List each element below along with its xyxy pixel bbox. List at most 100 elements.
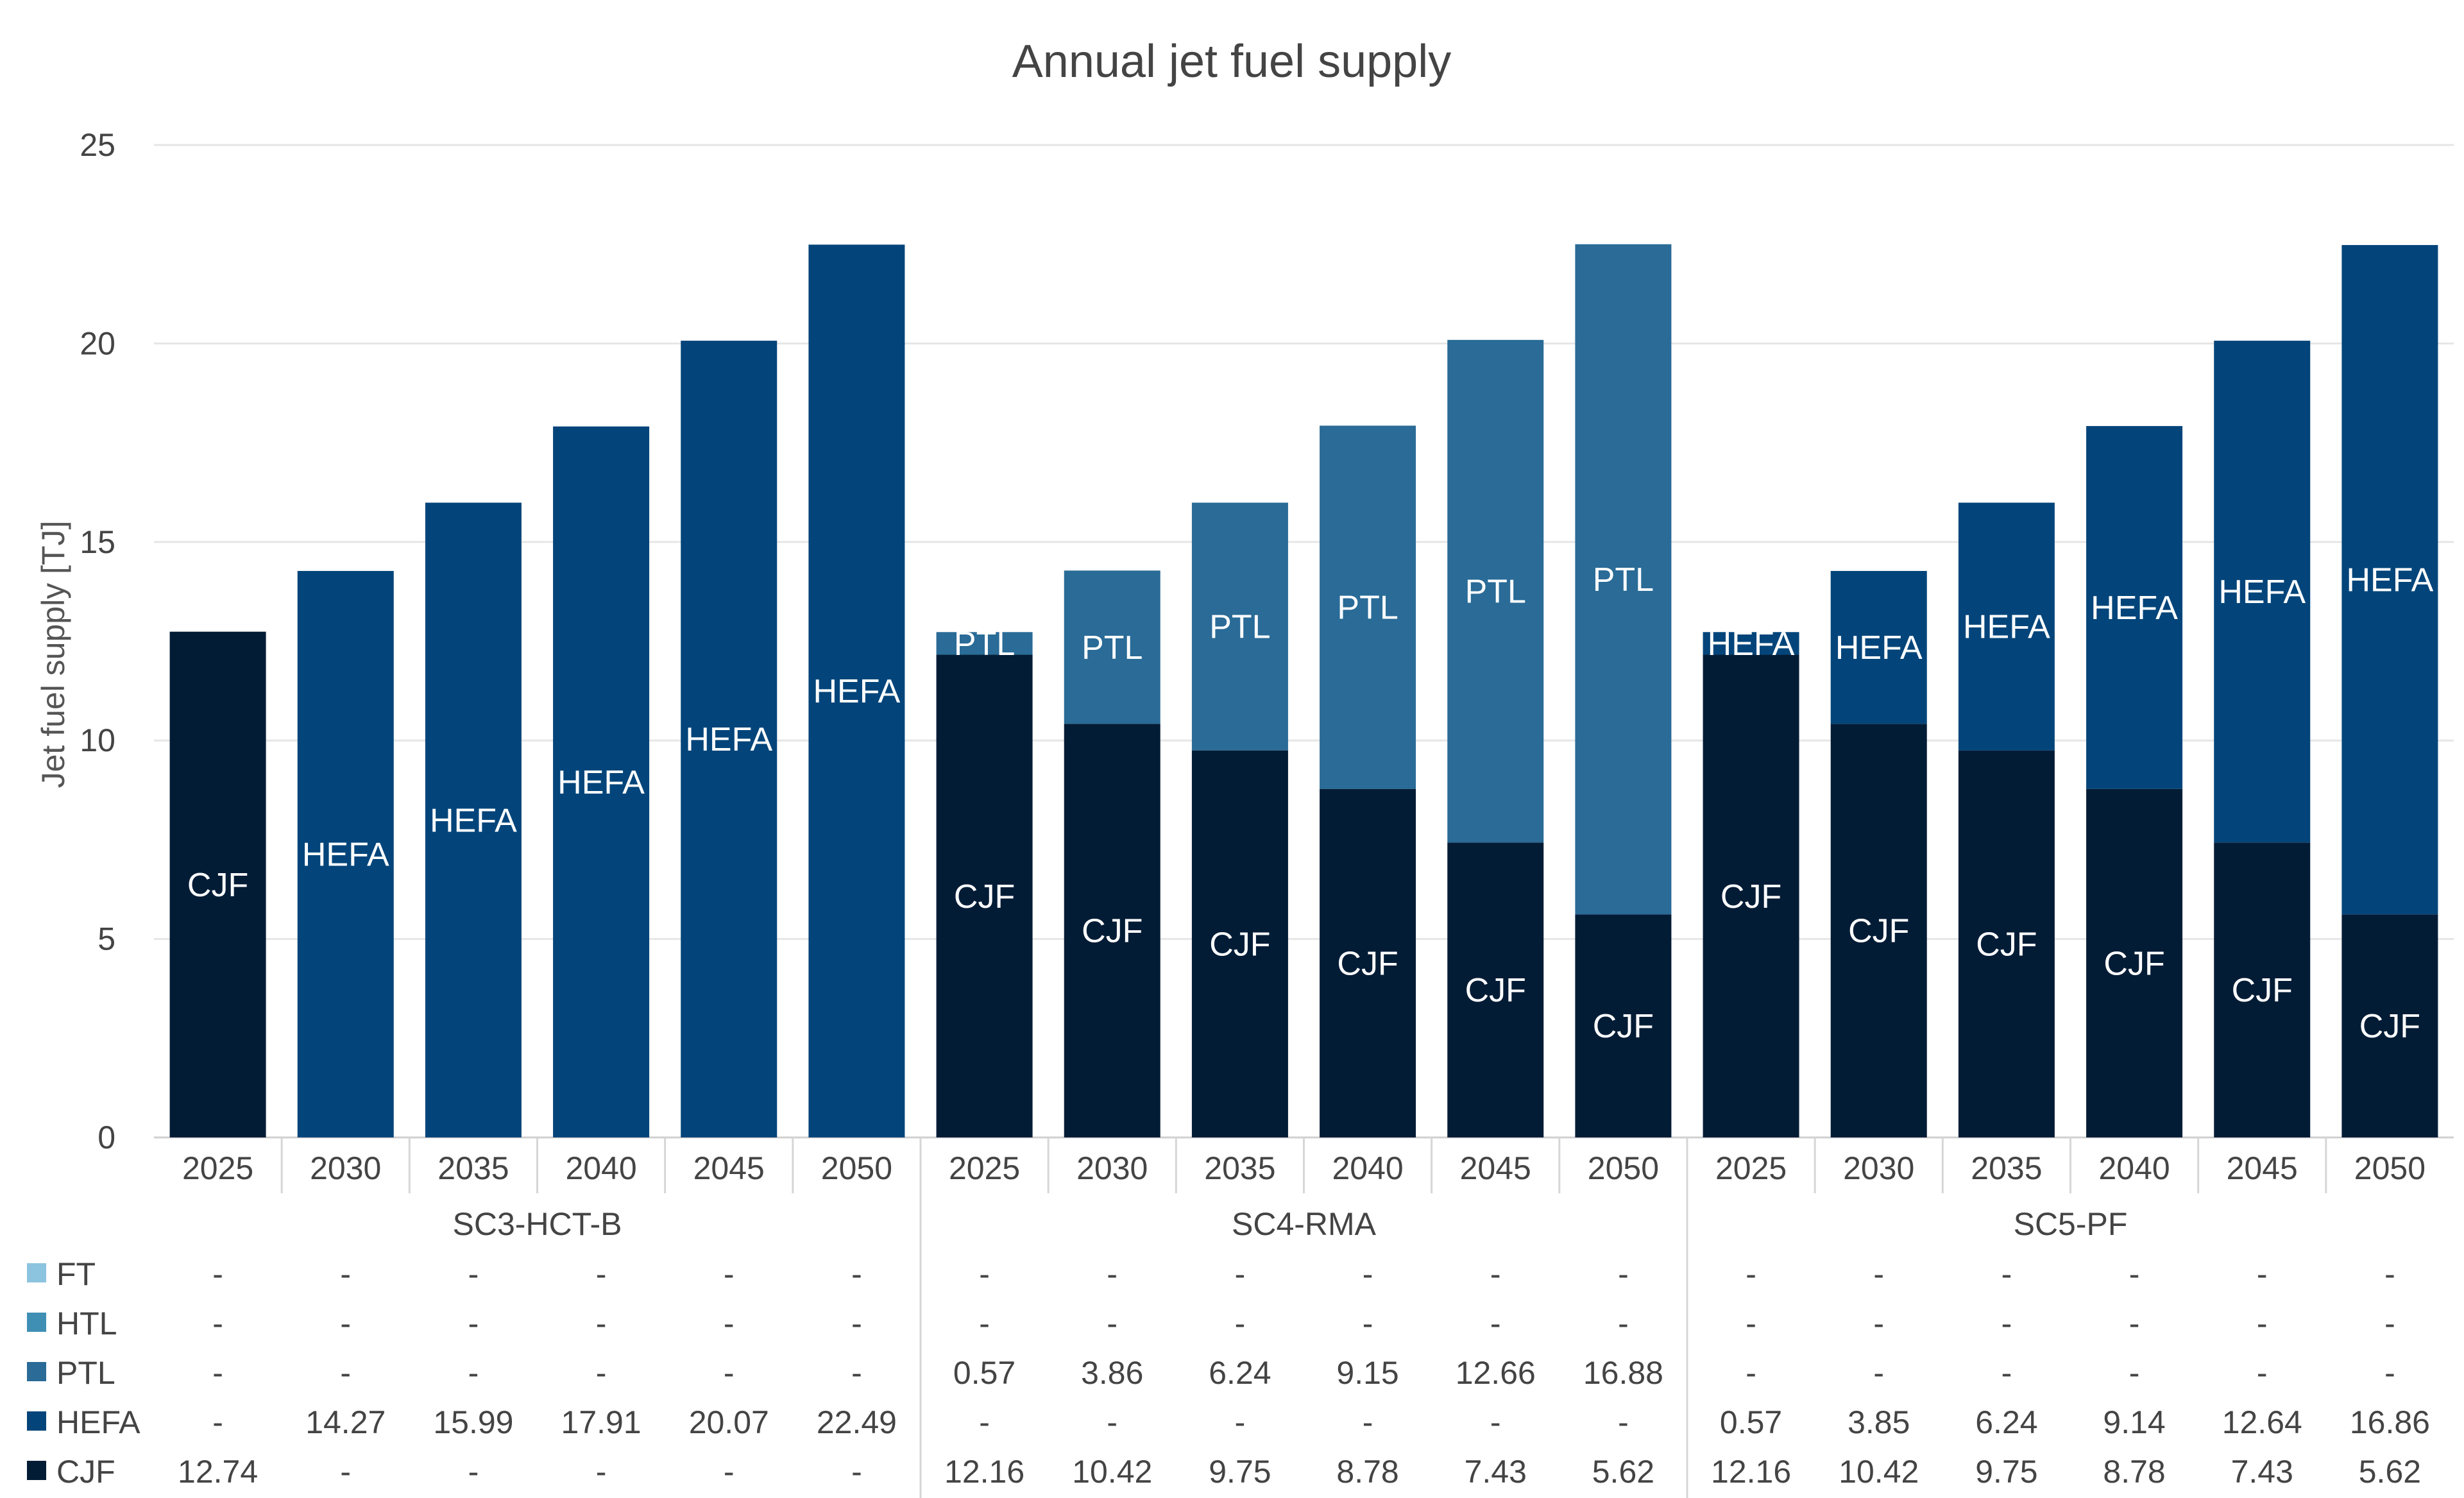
bar-segment-label: CJF (2232, 972, 2293, 1009)
table-cell: 12.74 (178, 1454, 258, 1490)
x-tick-label: 2050 (2354, 1150, 2426, 1186)
bar-segment-label: CJF (187, 867, 248, 904)
table-cell: 12.16 (1711, 1454, 1791, 1490)
x-axis-labels: 2025 2030 2035 2040 2045 2050 2025 2030 2035 2040… (182, 1137, 2426, 1498)
table-cell: 17.91 (561, 1404, 641, 1440)
table-cell: 15.99 (433, 1404, 513, 1440)
bar-segment-label: HEFA (430, 802, 517, 839)
bar-segment-label: CJF (954, 878, 1015, 915)
table-cell: - (2129, 1256, 2140, 1292)
bar-segment-hefa (808, 244, 905, 1137)
table-cell: 12.64 (2222, 1404, 2302, 1440)
y-tick-label: 10 (80, 722, 115, 758)
table-cell: - (724, 1306, 735, 1341)
table-cell: - (1235, 1404, 1246, 1440)
x-tick-label: 2040 (2098, 1150, 2170, 1186)
table-cell: 3.86 (1081, 1355, 1143, 1391)
bar-segment-hefa (681, 341, 777, 1138)
table-cell: - (2001, 1306, 2012, 1341)
bar-segment-label: CJF (1337, 945, 1398, 982)
table-cell: - (596, 1306, 607, 1341)
table-cell: 12.66 (1456, 1355, 1536, 1391)
table-cell: 8.78 (1336, 1454, 1398, 1490)
bar-segment-label: PTL (1337, 590, 1398, 627)
legend-key (27, 1411, 46, 1431)
bar-segment-label: PTL (954, 626, 1015, 663)
table-cell: - (979, 1404, 990, 1440)
bar-segment-label: CJF (1976, 926, 2037, 963)
table-cell: - (468, 1306, 479, 1341)
table-cell: - (596, 1355, 607, 1391)
bar-segment-hefa (425, 502, 522, 1137)
bar-segment-label: PTL (1593, 561, 1654, 599)
chart-title: Annual jet fuel supply (1012, 36, 1451, 87)
bar-segment-label: HEFA (1835, 629, 1923, 667)
x-tick-label: 2045 (1460, 1150, 1531, 1186)
x-tick-label: 2040 (565, 1150, 636, 1186)
bar-segment-hefa (1830, 570, 1927, 724)
x-tick-label: 2035 (1204, 1150, 1275, 1186)
table-cell: - (212, 1404, 223, 1440)
table-cell: - (1235, 1306, 1246, 1341)
bar-segment-label: CJF (1209, 926, 1270, 963)
bar-segment-label: HEFA (813, 673, 901, 710)
bar-segment-cjf (2086, 788, 2183, 1137)
x-tick-label: 2025 (182, 1150, 253, 1186)
table-cell: - (1235, 1256, 1246, 1292)
table-cell: 10.42 (1839, 1454, 1919, 1490)
table-cell: 7.43 (2231, 1454, 2293, 1490)
bar-segment-hefa (1958, 502, 2055, 751)
table-cell: 16.86 (2350, 1404, 2430, 1440)
bar-segment-cjf (2214, 842, 2311, 1137)
table-cell: - (1107, 1404, 1117, 1440)
table-cell: - (2257, 1355, 2268, 1391)
table-cell: 20.07 (689, 1404, 769, 1440)
table-cell: - (340, 1355, 351, 1391)
bar-segment-label: PTL (1209, 609, 1270, 646)
x-tick-label: 2030 (310, 1150, 381, 1186)
table-cell: - (1490, 1256, 1501, 1292)
table-cell: - (596, 1454, 607, 1490)
table-cell: - (1746, 1306, 1756, 1341)
table-cell: - (1107, 1306, 1117, 1341)
bar-segment-hefa (297, 570, 394, 1137)
table-cell: - (1618, 1404, 1629, 1440)
y-tick-label: 5 (98, 921, 115, 957)
table-cell: - (1618, 1256, 1629, 1292)
x-tick-label: 2025 (1715, 1150, 1787, 1186)
data-table: FT - - - - - - - - - - - - - - - - - - HTL - - - - - - - - - - - - - - - - -… (27, 1256, 2430, 1490)
table-cell: - (468, 1256, 479, 1292)
table-cell: - (1873, 1306, 1884, 1341)
table-cell: - (468, 1454, 479, 1490)
table-cell: 10.42 (1072, 1454, 1152, 1490)
table-cell: - (1490, 1306, 1501, 1341)
bar-segment-ptl (1191, 502, 1288, 751)
legend-key (27, 1461, 46, 1480)
table-cell: 9.75 (1975, 1454, 2037, 1490)
bar-segment-label: HEFA (2091, 590, 2178, 627)
bar-segment-hefa (1703, 632, 1799, 655)
bar-segment-cjf (936, 654, 1033, 1137)
legend-label: HTL (56, 1306, 117, 1341)
bar-segment-hefa (553, 426, 650, 1137)
group-labels: SC3-HCT-B SC4-RMA SC5-PF (453, 1206, 2128, 1242)
table-cell: - (2384, 1306, 2395, 1341)
bar-segment-hefa (2214, 341, 2311, 843)
table-cell: - (212, 1306, 223, 1341)
bar-segment-label: CJF (1721, 878, 1781, 915)
bar-segment-cjf (169, 631, 266, 1137)
bar-segment-cjf (1447, 842, 1544, 1137)
bar-segment-label: HEFA (2347, 562, 2434, 599)
bar-segment-label: CJF (1082, 913, 1143, 950)
bar-segment-ptl (1447, 339, 1544, 843)
table-cell: 0.57 (953, 1355, 1015, 1391)
bar-segment-ptl (936, 632, 1033, 655)
bar-segment-hefa (2086, 426, 2183, 789)
legend-label: PTL (56, 1355, 115, 1391)
bar-segment-label: HEFA (2218, 574, 2306, 611)
bar-segment-label: PTL (1465, 574, 1526, 611)
y-tick-label: 0 (98, 1119, 115, 1155)
bar-segment-cjf (1958, 750, 2055, 1137)
table-cell: 6.24 (1975, 1404, 2037, 1440)
table-cell: - (1363, 1306, 1373, 1341)
